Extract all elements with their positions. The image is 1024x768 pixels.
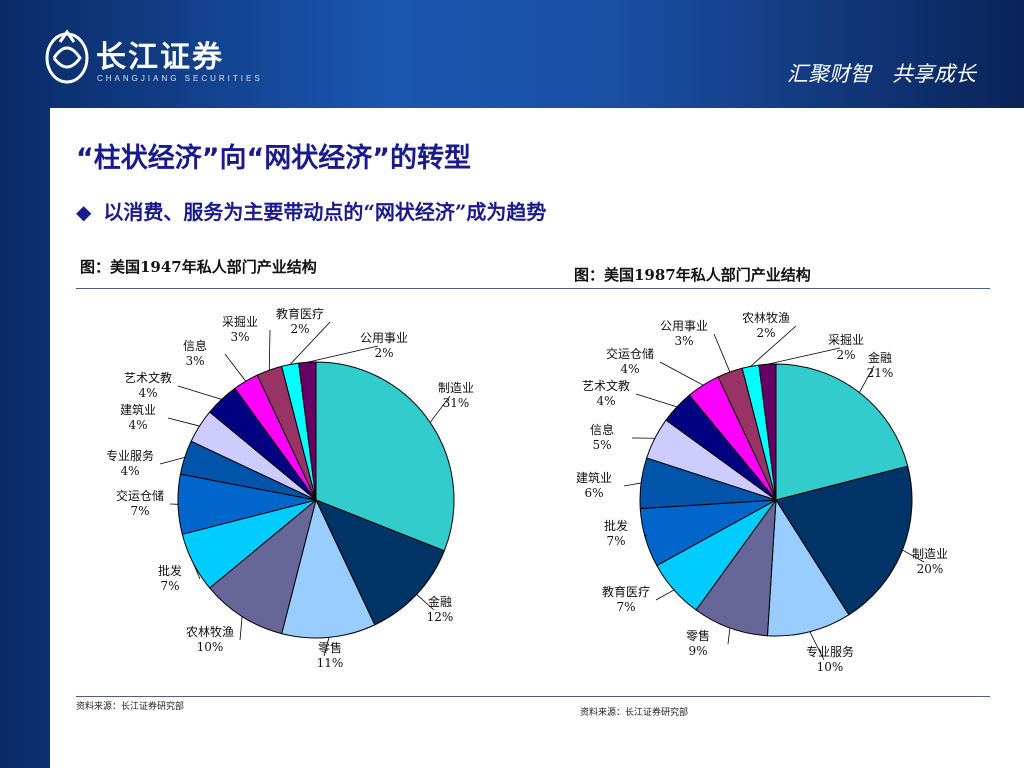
slice-label-1-3: 零售 9% xyxy=(686,628,710,658)
slice-label-1-6: 建筑业 6% xyxy=(576,470,612,500)
bullet-point: ◆ 以消费、服务为主要带动点的“网状经济”成为趋势 xyxy=(76,196,776,228)
leader-line-1-6 xyxy=(623,482,642,487)
slice-label-1-9: 交运仓储 4% xyxy=(606,346,654,376)
slice-label-0-10: 采掘业 3% xyxy=(222,314,258,344)
slice-label-0-1: 金融 12% xyxy=(427,594,454,624)
slice-label-0-5: 交运仓储 7% xyxy=(116,488,164,518)
leader-line-0-4 xyxy=(192,562,201,580)
leader-line-1-11 xyxy=(750,325,797,367)
slide-header: 长江证券 CHANGJIANG SECURITIES 汇聚财智 共享成长 xyxy=(0,0,1024,108)
leader-line-0-7 xyxy=(167,417,200,427)
chart-caption-1987: 图：美国1987年私人部门产业结构 xyxy=(574,266,811,284)
leader-line-1-8 xyxy=(635,393,677,408)
source-note-1987: 资料来源：长江证券研究部 xyxy=(580,708,689,718)
leader-line-0-2 xyxy=(323,637,330,657)
slice-label-0-6: 专业服务 4% xyxy=(106,448,154,478)
leader-line-1-10 xyxy=(713,333,731,373)
pie-slice-0-0 xyxy=(315,361,455,552)
pie-slice-0-2 xyxy=(281,498,376,639)
leader-line-1-2 xyxy=(809,631,825,661)
leader-line-0-12 xyxy=(307,345,379,363)
leader-line-1-4 xyxy=(655,589,675,601)
slice-label-0-8: 艺术文教 4% xyxy=(124,370,172,400)
slice-label-1-4: 教育医疗 7% xyxy=(602,584,650,614)
logo-text: 长江证券 xyxy=(96,40,224,75)
slice-label-0-0: 制造业 31% xyxy=(438,381,474,410)
leader-line-1-12 xyxy=(767,347,841,365)
slice-label-0-11: 教育医疗 2% xyxy=(276,306,324,336)
pie-slice-1-0 xyxy=(775,363,909,501)
slice-label-1-0: 金融 21% xyxy=(867,350,894,380)
leader-line-0-11 xyxy=(289,321,331,365)
leader-line-0-0 xyxy=(429,395,451,423)
slice-label-1-10: 公用事业 3% xyxy=(660,319,708,348)
pie-slice-0-3 xyxy=(208,498,317,635)
dragon-logo-icon xyxy=(45,29,89,84)
leader-line-1-1 xyxy=(902,549,925,563)
slice-label-0-7: 建筑业 4% xyxy=(120,402,156,432)
slice-label-1-5: 批发 7% xyxy=(604,518,628,548)
pie-slice-1-2 xyxy=(766,498,850,637)
pie-slice-1-1 xyxy=(775,465,913,616)
bullet-text: 以消费、服务为主要带动点的“网状经济”成为趋势 xyxy=(103,200,547,224)
slice-label-0-3: 农林牧渔 10% xyxy=(186,625,234,654)
slice-label-1-1: 制造业 20% xyxy=(912,547,948,576)
leader-line-1-9 xyxy=(659,361,704,386)
slice-label-0-9: 信息 3% xyxy=(183,338,207,368)
pie-slice-0-1 xyxy=(315,499,445,626)
leader-line-1-0 xyxy=(859,365,875,393)
source-note-1947: 资料来源：长江证券研究部 xyxy=(76,702,185,712)
leader-line-0-6 xyxy=(159,456,185,465)
leader-line-0-10 xyxy=(268,329,271,371)
slice-label-1-2: 专业服务 10% xyxy=(806,644,854,674)
logo-subtext: CHANGJIANG SECURITIES xyxy=(97,74,263,83)
leader-line-0-1 xyxy=(416,594,435,611)
chart-caption-1947: 图：美国1947年私人部门产业结构 xyxy=(80,258,317,276)
leader-line-0-8 xyxy=(177,385,222,400)
caption-divider xyxy=(76,288,990,289)
slice-label-1-11: 农林牧渔 2% xyxy=(742,311,790,340)
leader-line-1-5 xyxy=(645,533,647,539)
slice-label-1-7: 信息 5% xyxy=(590,422,614,452)
leader-line-0-3 xyxy=(239,616,243,641)
leader-line-1-3 xyxy=(727,627,731,645)
slice-label-0-12: 公用事业 2% xyxy=(360,331,408,360)
slogan: 汇聚财智 共享成长 xyxy=(787,62,976,86)
slice-label-1-8: 艺术文教 4% xyxy=(582,378,630,408)
slice-label-0-2: 零售 11% xyxy=(317,640,344,670)
leader-line-0-9 xyxy=(224,353,247,382)
slice-label-0-4: 批发 7% xyxy=(158,563,182,593)
slice-label-1-12: 采掘业 2% xyxy=(828,332,864,362)
diamond-bullet-icon: ◆ xyxy=(76,200,92,224)
footer-divider xyxy=(76,696,990,697)
slide-title: “柱状经济”向“网状经济”的转型 xyxy=(76,143,471,174)
